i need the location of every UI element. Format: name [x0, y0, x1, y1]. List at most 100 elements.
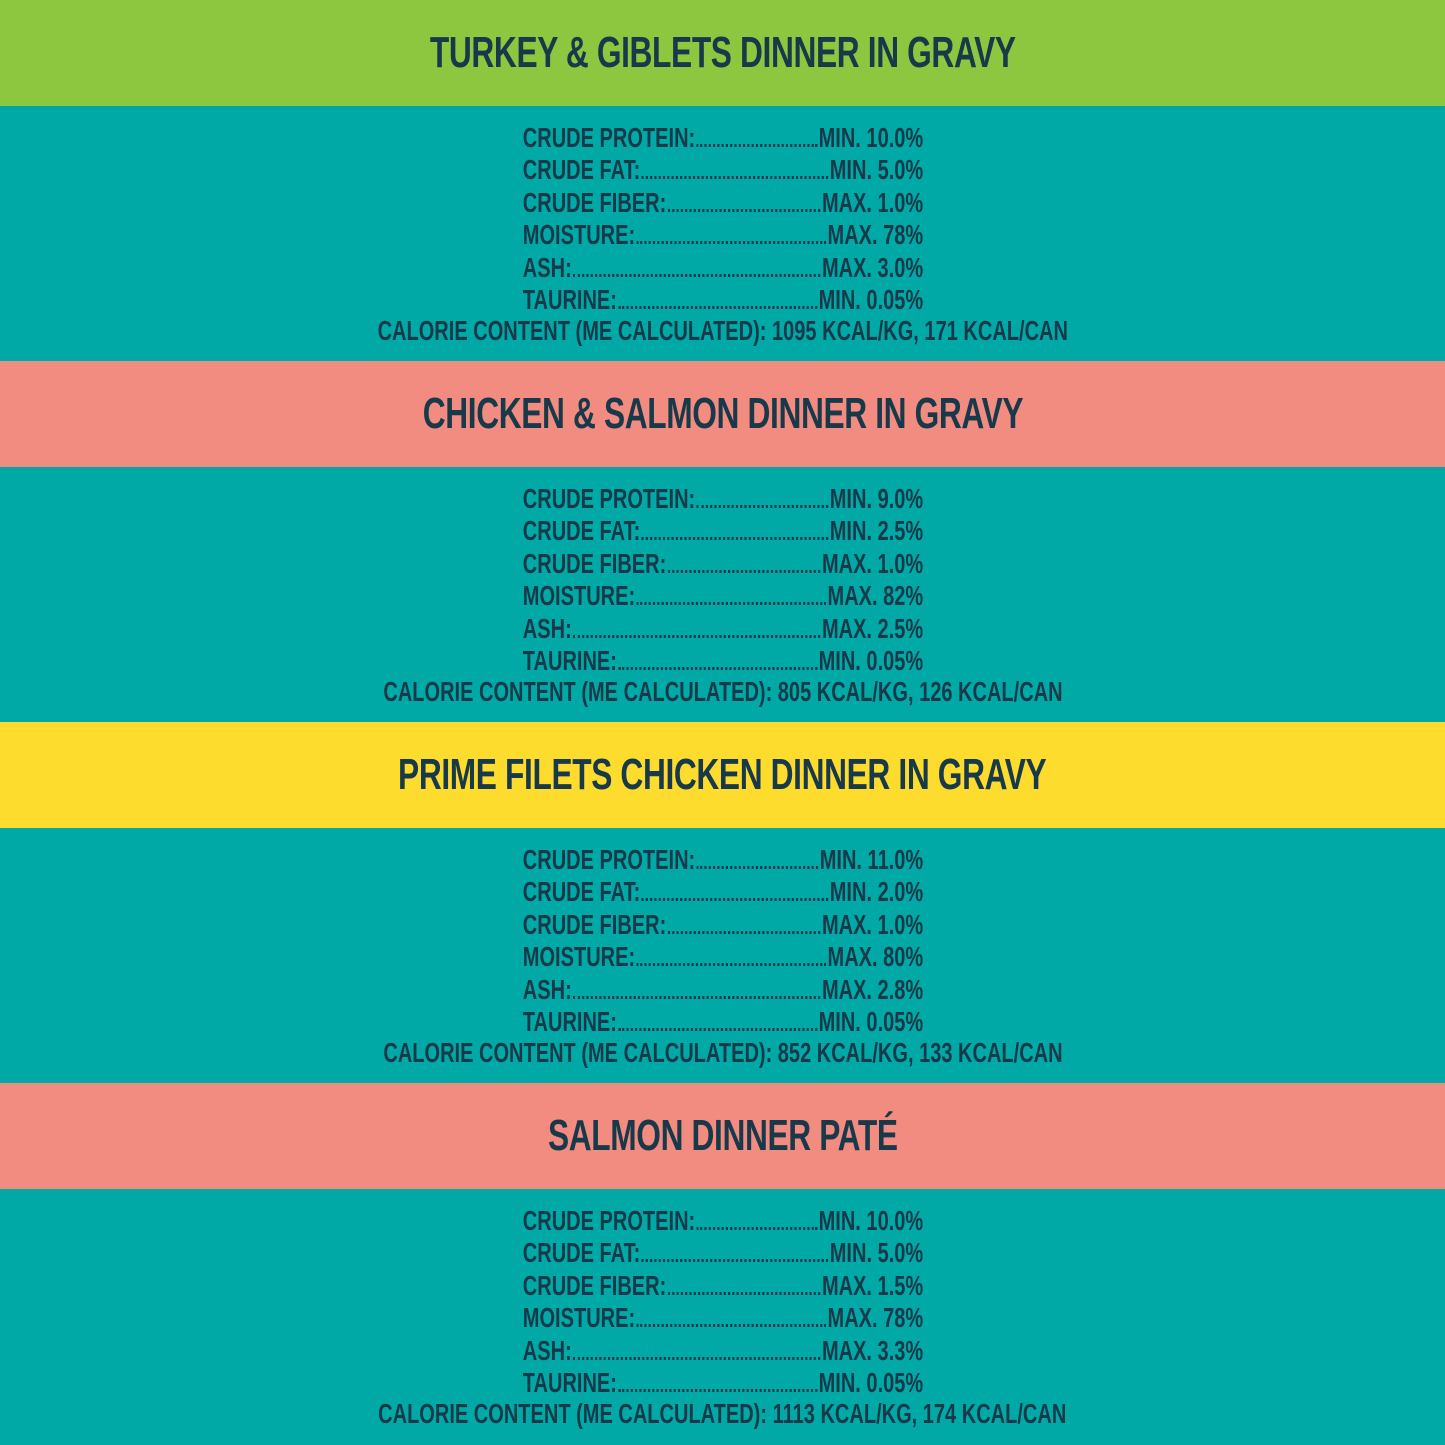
guaranteed-analysis: CRUDE PROTEIN: MIN. 10.0% CRUDE FAT: MIN… — [0, 1189, 1445, 1444]
nutrient-value: MAX. 78% — [827, 1302, 923, 1333]
analysis-row: CRUDE PROTEIN: MIN. 11.0% — [522, 842, 922, 875]
nutrient-value: MIN. 9.0% — [829, 482, 923, 514]
dot-leader — [636, 241, 826, 244]
dot-leader — [641, 176, 828, 179]
dot-leader — [617, 306, 817, 309]
analysis-row: CRUDE FIBER: MAX. 1.0% — [522, 907, 922, 940]
nutrient-value: MAX. 1.0% — [821, 547, 923, 579]
nutrient-value: MIN. 0.05% — [818, 284, 923, 315]
nutrient-label: CRUDE FAT: — [522, 515, 640, 546]
nutrient-label: TAURINE: — [522, 1367, 617, 1398]
nutrient-label: ASH: — [522, 1334, 572, 1366]
analysis-row: CRUDE FAT: MIN. 5.0% — [522, 153, 922, 186]
nutrient-label: CRUDE PROTEIN: — [522, 482, 695, 514]
calorie-content: CALORIE CONTENT (ME CALCULATED): 852 KCA… — [382, 1037, 1063, 1068]
dot-leader — [696, 504, 828, 508]
nutrient-value: MIN. 10.0% — [818, 1204, 923, 1236]
analysis-row: CRUDE PROTEIN: MIN. 10.0% — [522, 1203, 922, 1236]
dot-leader — [572, 634, 821, 638]
analysis-row: MOISTURE: MAX. 80% — [522, 940, 922, 973]
analysis-row: ASH: MAX. 2.8% — [522, 972, 922, 1005]
nutrient-value: MAX. 3.0% — [821, 251, 923, 283]
dot-leader — [636, 963, 826, 966]
analysis-row: CRUDE FIBER: MAX. 1.0% — [522, 185, 922, 218]
nutrient-label: MOISTURE: — [522, 941, 635, 972]
product-title-band: PRIME FILETS CHICKEN DINNER IN GRAVY — [0, 722, 1445, 828]
dot-leader — [641, 1259, 828, 1262]
nutrient-label: CRUDE PROTEIN: — [522, 121, 695, 153]
nutrient-label: ASH: — [522, 973, 572, 1005]
nutrient-label: CRUDE FIBER: — [522, 186, 666, 218]
nutrient-label: MOISTURE: — [522, 580, 635, 611]
analysis-row: ASH: MAX. 2.5% — [522, 611, 922, 644]
dot-leader — [641, 537, 828, 540]
dot-leader — [696, 1226, 817, 1230]
nutrient-label: CRUDE PROTEIN: — [522, 843, 695, 875]
analysis-row: CRUDE FAT: MIN. 2.0% — [522, 875, 922, 908]
dot-leader — [641, 898, 828, 901]
dot-leader — [667, 208, 821, 212]
guaranteed-analysis: CRUDE PROTEIN: MIN. 11.0% CRUDE FAT: MIN… — [0, 828, 1445, 1083]
analysis-row: ASH: MAX. 3.3% — [522, 1333, 922, 1366]
analysis-row: TAURINE: MIN. 0.05% — [522, 1005, 922, 1038]
product-title-band: SALMON DINNER PATÉ — [0, 1083, 1445, 1189]
analysis-row: CRUDE PROTEIN: MIN. 9.0% — [522, 481, 922, 514]
analysis-row: CRUDE PROTEIN: MIN. 10.0% — [522, 120, 922, 153]
dot-leader — [667, 1291, 821, 1295]
nutrient-value: MAX. 80% — [827, 941, 923, 972]
nutrient-label: CRUDE FIBER: — [522, 908, 666, 940]
dot-leader — [572, 1356, 821, 1360]
nutrient-label: TAURINE: — [522, 1006, 617, 1037]
analysis-row: MOISTURE: MAX. 78% — [522, 1301, 922, 1334]
nutrient-label: CRUDE PROTEIN: — [522, 1204, 695, 1236]
nutrient-value: MAX. 1.0% — [821, 908, 923, 940]
nutrient-value: MIN. 0.05% — [818, 645, 923, 676]
dot-leader — [636, 1324, 826, 1327]
analysis-row: TAURINE: MIN. 0.05% — [522, 283, 922, 316]
dot-leader — [696, 143, 817, 147]
nutrient-label: ASH: — [522, 251, 572, 283]
nutrient-value: MIN. 11.0% — [819, 843, 923, 875]
nutrient-value: MAX. 82% — [827, 580, 923, 611]
nutrient-value: MAX. 3.3% — [821, 1334, 923, 1366]
nutrient-value: MIN. 5.0% — [829, 1237, 923, 1268]
nutrient-label: MOISTURE: — [522, 219, 635, 250]
analysis-row: TAURINE: MIN. 0.05% — [522, 1366, 922, 1399]
nutrient-label: TAURINE: — [522, 284, 617, 315]
calorie-content: CALORIE CONTENT (ME CALCULATED): 1095 KC… — [377, 315, 1068, 346]
nutrient-label: CRUDE FIBER: — [522, 1269, 666, 1301]
calorie-content: CALORIE CONTENT (ME CALCULATED): 1113 KC… — [378, 1398, 1067, 1429]
nutrient-value: MAX. 1.5% — [821, 1269, 923, 1301]
dot-leader — [696, 865, 818, 869]
analysis-row: ASH: MAX. 3.0% — [522, 250, 922, 283]
dot-leader — [572, 995, 821, 999]
dot-leader — [572, 273, 821, 277]
guaranteed-analysis: CRUDE PROTEIN: MIN. 10.0% CRUDE FAT: MIN… — [0, 106, 1445, 361]
nutrient-label: ASH: — [522, 612, 572, 644]
analysis-row: TAURINE: MIN. 0.05% — [522, 644, 922, 677]
nutrient-label: CRUDE FIBER: — [522, 547, 666, 579]
nutrient-value: MIN. 5.0% — [829, 154, 923, 185]
nutrient-label: CRUDE FAT: — [522, 1237, 640, 1268]
analysis-row: CRUDE FIBER: MAX. 1.5% — [522, 1268, 922, 1301]
nutrient-value: MAX. 2.5% — [821, 612, 923, 644]
nutrient-label: MOISTURE: — [522, 1302, 635, 1333]
nutrient-label: CRUDE FAT: — [522, 154, 640, 185]
analysis-row: MOISTURE: MAX. 78% — [522, 218, 922, 251]
dot-leader — [617, 1389, 817, 1392]
nutrient-label: CRUDE FAT: — [522, 876, 640, 907]
analysis-row: MOISTURE: MAX. 82% — [522, 579, 922, 612]
product-title-band: TURKEY & GIBLETS DINNER IN GRAVY — [0, 0, 1445, 106]
guaranteed-analysis: CRUDE PROTEIN: MIN. 9.0% CRUDE FAT: MIN.… — [0, 467, 1445, 722]
nutrient-value: MIN. 2.0% — [829, 876, 923, 907]
nutrient-label: TAURINE: — [522, 645, 617, 676]
nutrient-value: MIN. 0.05% — [818, 1006, 923, 1037]
nutrient-value: MAX. 1.0% — [821, 186, 923, 218]
nutrient-value: MAX. 78% — [827, 219, 923, 250]
nutrient-value: MAX. 2.8% — [821, 973, 923, 1005]
dot-leader — [617, 667, 817, 670]
product-title: TURKEY & GIBLETS DINNER IN GRAVY — [429, 28, 1016, 77]
product-title: PRIME FILETS CHICKEN DINNER IN GRAVY — [398, 750, 1047, 799]
nutrient-value: MIN. 0.05% — [818, 1367, 923, 1398]
